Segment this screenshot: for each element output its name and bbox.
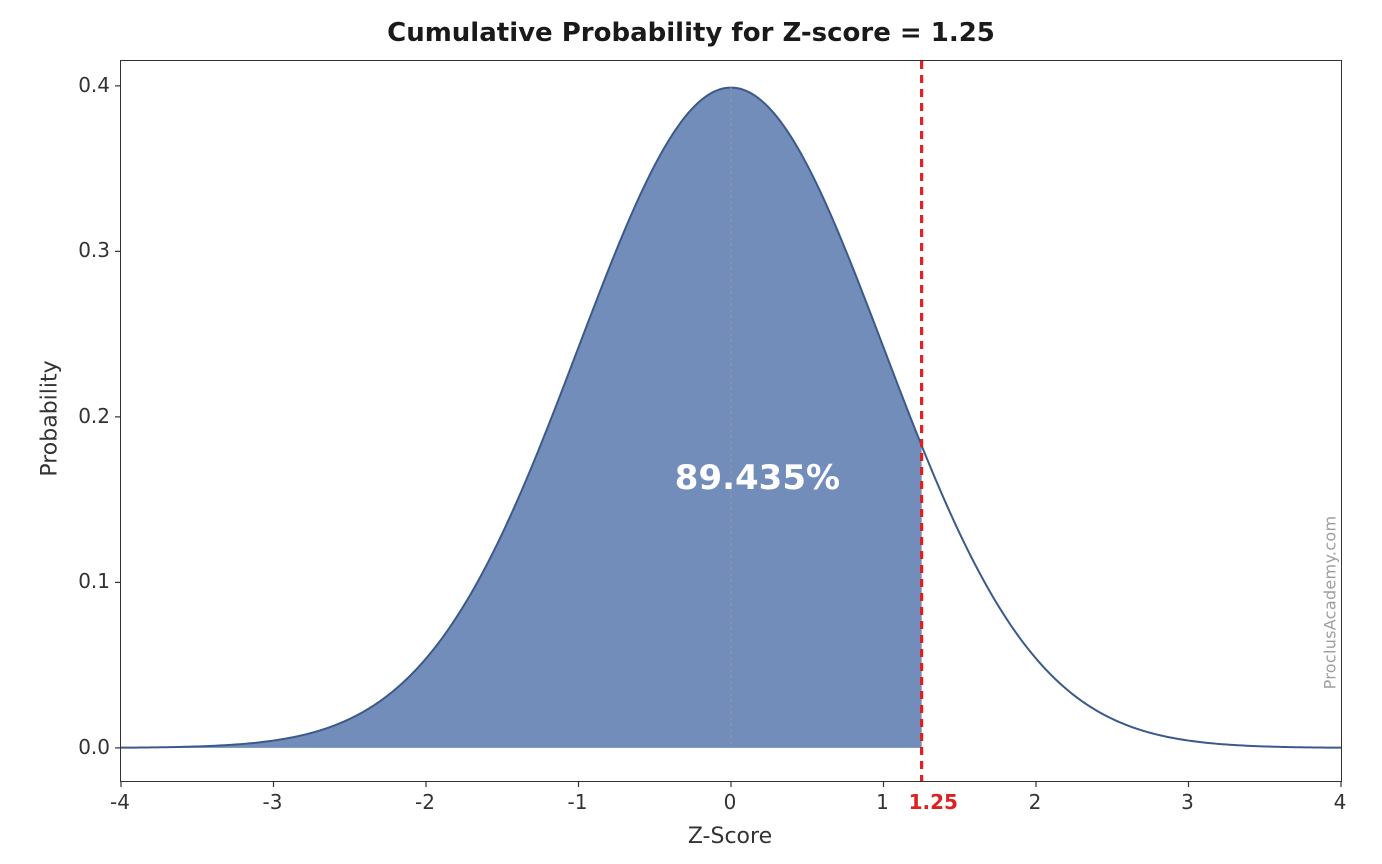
filled-area [121,88,922,748]
ytick-label: 0.0 [50,735,110,759]
xtick-label: -2 [395,790,455,814]
xtick-label: 3 [1158,790,1218,814]
ytick-label: 0.2 [50,404,110,428]
xtick-label: 2 [1005,790,1065,814]
zmark-label: 1.25 [909,790,958,814]
ytick-label: 0.4 [50,73,110,97]
xtick-label: -1 [548,790,608,814]
xtick-label: 4 [1310,790,1370,814]
chart-title: Cumulative Probability for Z-score = 1.2… [0,18,1382,48]
xtick-label: -3 [243,790,303,814]
ytick-label: 0.3 [50,238,110,262]
plot-area [120,60,1342,782]
plot-svg [121,61,1341,781]
xtick-label: -4 [90,790,150,814]
percent-label: 89.435% [627,458,887,498]
ytick-label: 0.1 [50,569,110,593]
xtick-label: 1 [853,790,913,814]
x-axis-label: Z-Score [630,824,830,849]
watermark-text: ProclusAcademy.com [1321,492,1340,712]
xtick-label: 0 [700,790,760,814]
